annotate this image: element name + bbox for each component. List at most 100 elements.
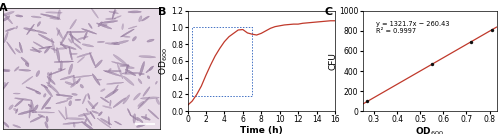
Ellipse shape (54, 61, 74, 62)
X-axis label: Time (h): Time (h) (240, 126, 282, 134)
Ellipse shape (69, 47, 72, 60)
Ellipse shape (44, 86, 52, 97)
Ellipse shape (122, 72, 140, 74)
Ellipse shape (122, 24, 124, 30)
Ellipse shape (114, 10, 116, 13)
Ellipse shape (16, 26, 18, 29)
Ellipse shape (14, 108, 16, 111)
Ellipse shape (84, 113, 92, 126)
Ellipse shape (37, 22, 40, 26)
Ellipse shape (33, 42, 43, 48)
Ellipse shape (40, 14, 60, 18)
Y-axis label: OD$_{600}$: OD$_{600}$ (158, 47, 170, 75)
Ellipse shape (3, 16, 10, 21)
Point (363, 100, 371, 103)
Text: B: B (158, 7, 166, 17)
Point (467, 41, 475, 43)
Ellipse shape (19, 42, 22, 53)
Ellipse shape (114, 121, 121, 125)
Ellipse shape (123, 95, 130, 104)
Ellipse shape (112, 42, 118, 44)
Ellipse shape (147, 76, 150, 79)
Ellipse shape (92, 102, 98, 109)
Ellipse shape (92, 74, 100, 85)
Ellipse shape (13, 93, 20, 94)
Ellipse shape (122, 36, 130, 37)
Ellipse shape (88, 101, 94, 109)
Ellipse shape (128, 26, 137, 29)
Ellipse shape (127, 67, 134, 69)
Ellipse shape (105, 89, 118, 98)
Ellipse shape (132, 36, 136, 41)
Ellipse shape (91, 8, 98, 18)
Ellipse shape (78, 113, 92, 116)
Ellipse shape (66, 118, 84, 120)
Ellipse shape (14, 99, 24, 107)
Ellipse shape (4, 82, 6, 86)
Ellipse shape (84, 31, 87, 40)
Ellipse shape (97, 79, 102, 80)
Ellipse shape (136, 124, 145, 127)
Ellipse shape (68, 64, 72, 74)
Point (488, 29, 496, 31)
Ellipse shape (50, 18, 60, 20)
Ellipse shape (41, 84, 48, 88)
Ellipse shape (76, 78, 80, 84)
Ellipse shape (78, 56, 84, 63)
Ellipse shape (128, 11, 141, 13)
Ellipse shape (100, 118, 112, 125)
Ellipse shape (36, 70, 40, 77)
Ellipse shape (46, 12, 62, 13)
Ellipse shape (108, 68, 111, 72)
Ellipse shape (68, 38, 72, 43)
Ellipse shape (75, 99, 81, 100)
Ellipse shape (35, 30, 47, 34)
Ellipse shape (30, 49, 42, 52)
Ellipse shape (90, 111, 95, 119)
Ellipse shape (72, 93, 78, 95)
Ellipse shape (112, 9, 116, 19)
Ellipse shape (113, 54, 126, 65)
Ellipse shape (73, 75, 75, 84)
Ellipse shape (65, 82, 74, 85)
Ellipse shape (29, 105, 31, 118)
Text: A: A (0, 3, 8, 13)
Ellipse shape (145, 114, 146, 119)
Ellipse shape (60, 31, 68, 45)
Ellipse shape (16, 109, 18, 113)
Ellipse shape (146, 66, 154, 73)
Ellipse shape (22, 76, 33, 84)
Ellipse shape (60, 61, 62, 71)
Text: C: C (325, 7, 333, 17)
Ellipse shape (128, 109, 131, 115)
Ellipse shape (70, 19, 76, 29)
Ellipse shape (21, 57, 29, 64)
Ellipse shape (66, 107, 67, 119)
Ellipse shape (58, 10, 60, 20)
Ellipse shape (77, 53, 92, 57)
Ellipse shape (130, 115, 138, 121)
Ellipse shape (66, 97, 72, 100)
Ellipse shape (106, 82, 124, 84)
Ellipse shape (45, 122, 48, 128)
Ellipse shape (98, 22, 102, 27)
Ellipse shape (134, 93, 140, 100)
Ellipse shape (82, 44, 94, 47)
Ellipse shape (106, 18, 116, 20)
Ellipse shape (58, 110, 66, 120)
Ellipse shape (4, 32, 8, 43)
Ellipse shape (104, 70, 121, 76)
Ellipse shape (138, 79, 142, 84)
Ellipse shape (31, 100, 34, 113)
Ellipse shape (0, 69, 10, 71)
Ellipse shape (42, 97, 51, 109)
Ellipse shape (114, 40, 128, 45)
Ellipse shape (18, 110, 33, 115)
Ellipse shape (56, 94, 60, 96)
Ellipse shape (14, 67, 19, 71)
Ellipse shape (92, 111, 98, 113)
Ellipse shape (56, 28, 63, 39)
Ellipse shape (28, 104, 31, 107)
Ellipse shape (6, 42, 16, 54)
Ellipse shape (95, 60, 102, 68)
